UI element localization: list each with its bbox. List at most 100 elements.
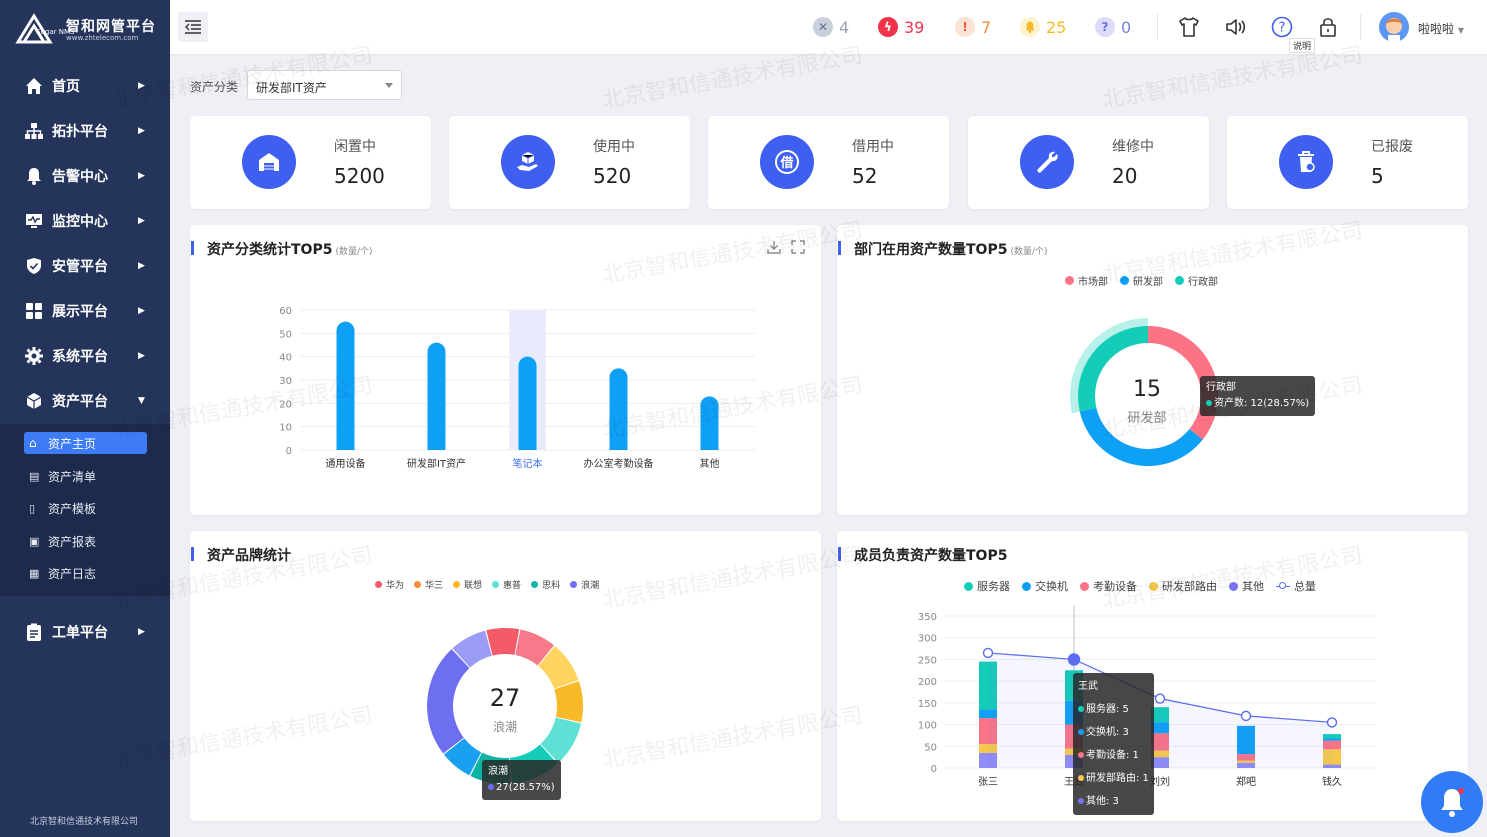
legend-item[interactable]: 行政部 — [1175, 273, 1218, 288]
nav-item-alarm[interactable]: 告警中心 ▶ — [0, 154, 170, 198]
tooltip-title: 行政部 — [1206, 382, 1236, 393]
logo[interactable]: Sugar NMS 智和网管平台 www.zhtelecom.com — [14, 10, 164, 50]
legend-item[interactable]: 华为 — [375, 578, 404, 591]
legend-item[interactable]: 联想 — [453, 578, 482, 591]
svg-text:借: 借 — [779, 155, 793, 171]
download-icon[interactable] — [767, 239, 781, 258]
topbar: ✕ 4 ϟ 39 ! 7 25 ? 0 ? 说明 啦啦啦 ▼ — [170, 0, 1487, 54]
menu-collapse-icon[interactable] — [178, 12, 208, 42]
alert-major[interactable]: ! 7 — [955, 16, 991, 38]
donut-slice — [538, 646, 579, 689]
alert-count: 39 — [904, 17, 925, 37]
alert-unknown[interactable]: ? 0 — [1095, 16, 1131, 38]
nav-item-monitor[interactable]: 监控中心 ▶ — [0, 199, 170, 243]
alert-cleared[interactable]: ✕ 4 — [813, 16, 849, 38]
bar-segment — [1151, 722, 1169, 734]
y-tick-label: 100 — [918, 721, 937, 732]
x-tick-label: 研发部IT资产 — [407, 457, 466, 470]
x-icon: ✕ — [813, 17, 833, 37]
submenu-asset-log[interactable]: ▦ 资产日志 — [24, 562, 147, 584]
speaker-icon[interactable] — [1223, 14, 1249, 40]
tooltip-row: 服务器: 5 — [1078, 698, 1149, 721]
chevron-right-icon: ▶ — [138, 216, 145, 226]
submenu-label: 资产主页 — [48, 436, 97, 451]
submenu-asset-report[interactable]: ▣ 资产报表 — [24, 530, 147, 552]
chevron-right-icon: ▶ — [138, 81, 145, 91]
donut-center-value: 27 — [489, 684, 521, 712]
bar — [609, 368, 628, 450]
legend-item[interactable]: 其他 — [1229, 578, 1264, 594]
stat-card-repair[interactable]: 维修中 20 — [968, 116, 1209, 209]
nav-label: 告警中心 — [52, 169, 108, 185]
panel-title-unit: (数量/个) — [335, 247, 373, 257]
nav-item-workorder[interactable]: 工单平台 ▶ — [0, 610, 170, 654]
alert-count: 4 — [839, 17, 850, 37]
alert-critical[interactable]: ϟ 39 — [878, 16, 924, 38]
bar-segment — [1323, 738, 1341, 741]
total-area — [988, 652, 1332, 768]
monitor-icon — [24, 211, 44, 231]
y-tick-label: 250 — [918, 655, 937, 666]
legend-item[interactable]: 服务器 — [964, 578, 1010, 594]
help-icon[interactable]: ? — [1269, 14, 1295, 40]
filter-label: 资产分类 — [190, 80, 239, 94]
nav-item-topology[interactable]: 拓扑平台 ▶ — [0, 109, 170, 153]
tooltip-dot — [488, 784, 494, 790]
submenu-asset-template[interactable]: ▯ 资产模板 — [24, 497, 147, 519]
stat-card-borrowed[interactable]: 借 借用中 52 — [708, 116, 949, 209]
stat-label: 借用中 — [852, 139, 894, 155]
donut-center-label: 浪潮 — [492, 720, 517, 734]
nav-label: 系统平台 — [52, 349, 108, 365]
stat-card-in-use[interactable]: 使用中 520 — [449, 116, 690, 209]
notification-fab[interactable] — [1421, 771, 1483, 833]
y-tick-label: 0 — [286, 446, 292, 457]
category-chart-panel: 资产分类统计TOP5 (数量/个) 0 10 20 30 40 50 60 通用设备 研发部IT资… — [190, 225, 821, 515]
borrow-icon: 借 — [760, 135, 814, 189]
legend-item[interactable]: 浪潮 — [570, 578, 599, 591]
legend-dot — [492, 581, 500, 588]
submenu-asset-list[interactable]: ▤ 资产清单 — [24, 465, 147, 487]
panel-title-unit: (数量/个) — [1010, 247, 1048, 257]
nav-item-asset[interactable]: 资产平台 ▼ — [0, 379, 170, 423]
nav-item-system[interactable]: 系统平台 ▶ — [0, 334, 170, 378]
nav-item-display[interactable]: 展示平台 ▶ — [0, 289, 170, 333]
legend-item[interactable]: 交换机 — [1022, 578, 1068, 594]
stat-card-idle[interactable]: 闲置中 5200 — [190, 116, 431, 209]
tooltip-text: 考勤设备: 1 — [1086, 750, 1139, 761]
donut-center-label: 研发部 — [1127, 411, 1167, 426]
legend-dot — [1149, 581, 1158, 591]
tooltip-dot — [1078, 798, 1084, 804]
bar-segment — [1237, 754, 1255, 761]
legend-item[interactable]: 思科 — [531, 578, 560, 591]
logo-title: 智和网管平台 — [66, 19, 156, 35]
lock-icon[interactable] — [1315, 14, 1341, 40]
alert-count: 25 — [1046, 17, 1067, 37]
legend-item[interactable]: 华三 — [414, 578, 443, 591]
legend-item[interactable]: 研发部 — [1120, 273, 1163, 288]
legend-item[interactable]: 考勤设备 — [1080, 578, 1137, 594]
shield-icon — [24, 256, 44, 276]
username[interactable]: 啦啦啦 ▼ — [1418, 20, 1464, 37]
asset-category-select[interactable]: 研发部IT资产 — [247, 70, 402, 100]
legend-item[interactable]: 总量 — [1276, 578, 1316, 594]
avatar[interactable] — [1379, 12, 1409, 42]
stat-card-scrapped[interactable]: 已报废 5 — [1227, 116, 1468, 209]
nav-item-home[interactable]: 首页 ▶ — [0, 64, 170, 108]
fullscreen-icon[interactable] — [791, 239, 805, 258]
tshirt-icon[interactable] — [1176, 14, 1202, 40]
submenu-asset-home[interactable]: ⌂ 资产主页 — [24, 432, 147, 454]
wrench-icon — [1020, 135, 1074, 189]
donut-center-value: 15 — [1133, 377, 1161, 402]
bar-segment — [1151, 733, 1169, 751]
stat-value: 20 — [1112, 164, 1138, 188]
legend-item[interactable]: 市场部 — [1065, 273, 1108, 288]
nav-item-security[interactable]: 安管平台 ▶ — [0, 244, 170, 288]
username-text: 啦啦啦 — [1418, 22, 1455, 36]
alert-minor[interactable]: 25 — [1020, 16, 1066, 38]
dept-legend: 市场部 研发部 行政部 — [1065, 273, 1230, 288]
legend-item[interactable]: 惠普 — [492, 578, 521, 591]
legend-dot — [531, 581, 539, 588]
bell-icon — [24, 166, 44, 186]
bar-segment — [1237, 725, 1255, 755]
legend-item[interactable]: 研发部路由 — [1149, 578, 1217, 594]
